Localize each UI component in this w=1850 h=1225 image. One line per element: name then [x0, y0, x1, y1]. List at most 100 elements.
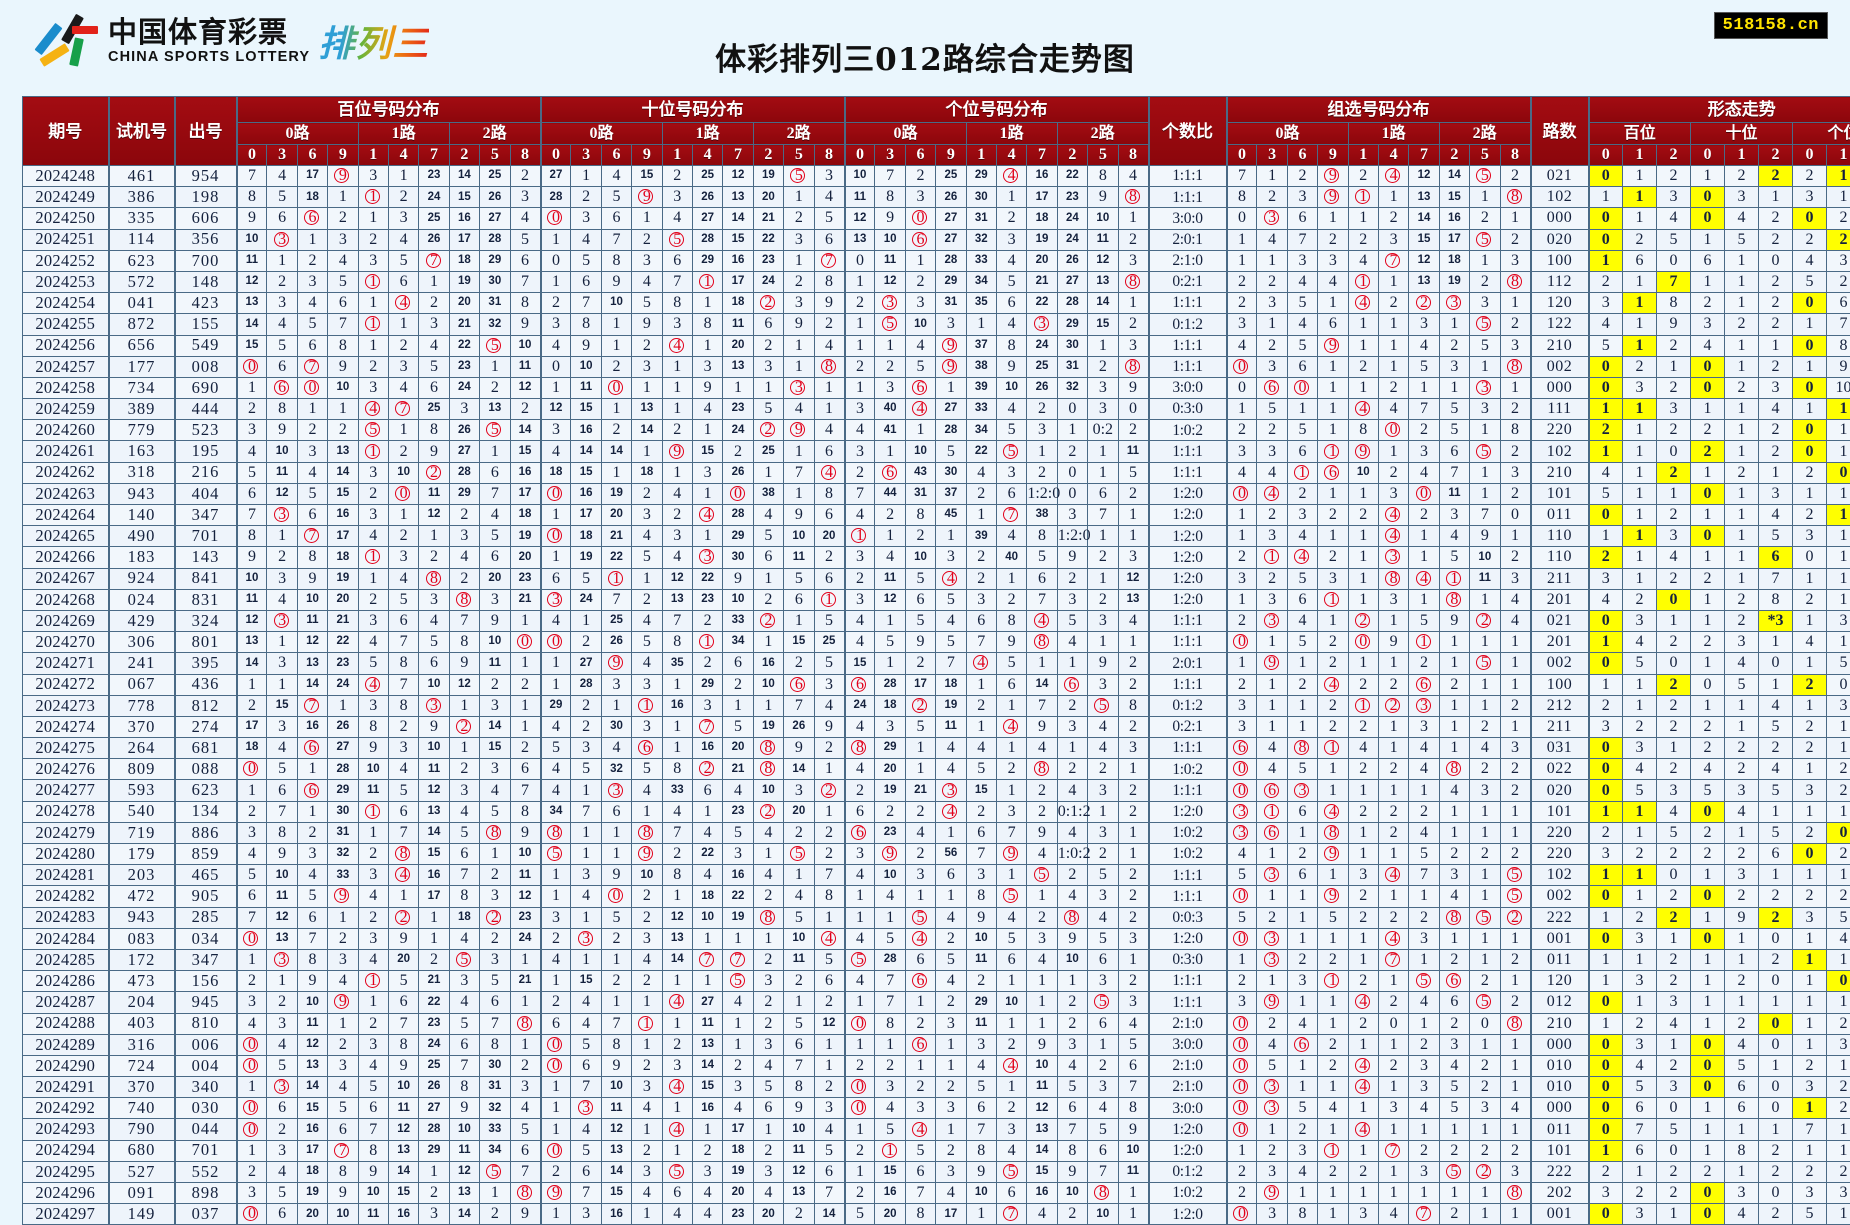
cell-xingtai-4: 4 [1725, 1204, 1759, 1225]
cell-shi-4: 3 [662, 187, 692, 208]
cell-bai-3: 1 [328, 907, 358, 928]
cell-zu-6: 7 [1409, 865, 1439, 886]
cell-shi-3: 4 [632, 1098, 662, 1119]
cell-ge-3: 4 [936, 971, 966, 992]
cell-shi-2: 1 [601, 314, 631, 335]
hit-marker: 4 [1035, 613, 1050, 628]
subgroup-header-7-2: 2路 [1439, 123, 1530, 145]
cell-draw-number: 623 [175, 780, 237, 801]
cell-bai-2: 13 [297, 653, 327, 674]
cell-zu-1: 4 [1257, 738, 1287, 759]
subgroup-header-5-1: 1路 [966, 123, 1057, 145]
cell-ge-8: 2 [1088, 356, 1118, 377]
cell-shi-3: 6 [632, 738, 662, 759]
cell-bai-7: 1 [449, 695, 479, 716]
cell-shi-8: 11 [784, 949, 814, 970]
cell-xingtai-2: 2 [1657, 949, 1691, 970]
cell-bai-0: 1 [237, 377, 267, 398]
group-header-9: 形态走势 [1589, 97, 1850, 123]
cell-bai-1: 3 [267, 653, 297, 674]
cell-shi-5: 2 [692, 610, 722, 631]
cell-ge-6: 20 [1027, 250, 1057, 271]
cell-xingtai-1: 4 [1623, 632, 1657, 653]
hit-marker: 0 [396, 486, 411, 501]
cell-bai-6: 5 [419, 356, 449, 377]
hit-marker: 4 [1325, 804, 1340, 819]
hit-marker: 0 [1295, 380, 1310, 395]
cell-ge-4: 34 [966, 420, 996, 441]
cell-xingtai-1: 1 [1623, 674, 1657, 695]
cell-ratio: 0:1:2 [1149, 314, 1227, 335]
digit-header-7-2-0: 2 [1439, 145, 1469, 166]
cell-bai-6: 6 [419, 377, 449, 398]
cell-road: 000 [1531, 208, 1589, 229]
hit-marker: 6 [1325, 465, 1340, 480]
cell-xingtai-7: 0 [1827, 674, 1850, 695]
cell-shi-7: 8 [753, 759, 783, 780]
hit-marker: 0 [548, 1058, 563, 1073]
cell-shi-2: 0 [601, 377, 631, 398]
cell-bai-8: 3 [480, 695, 510, 716]
cell-bai-5: 7 [388, 822, 418, 843]
hit-marker: 2 [1477, 1164, 1492, 1179]
page-title: 体彩排列三012路综合走势图 [0, 34, 1850, 79]
cell-bai-1: 4 [267, 738, 297, 759]
cell-bai-0: 0 [237, 1055, 267, 1076]
cell-draw-number: 340 [175, 1077, 237, 1098]
cell-bai-1: 3 [267, 229, 297, 250]
cell-ge-4: 1 [966, 505, 996, 526]
cell-ge-4: 34 [966, 271, 996, 292]
cell-ge-6: 11 [1027, 1077, 1057, 1098]
